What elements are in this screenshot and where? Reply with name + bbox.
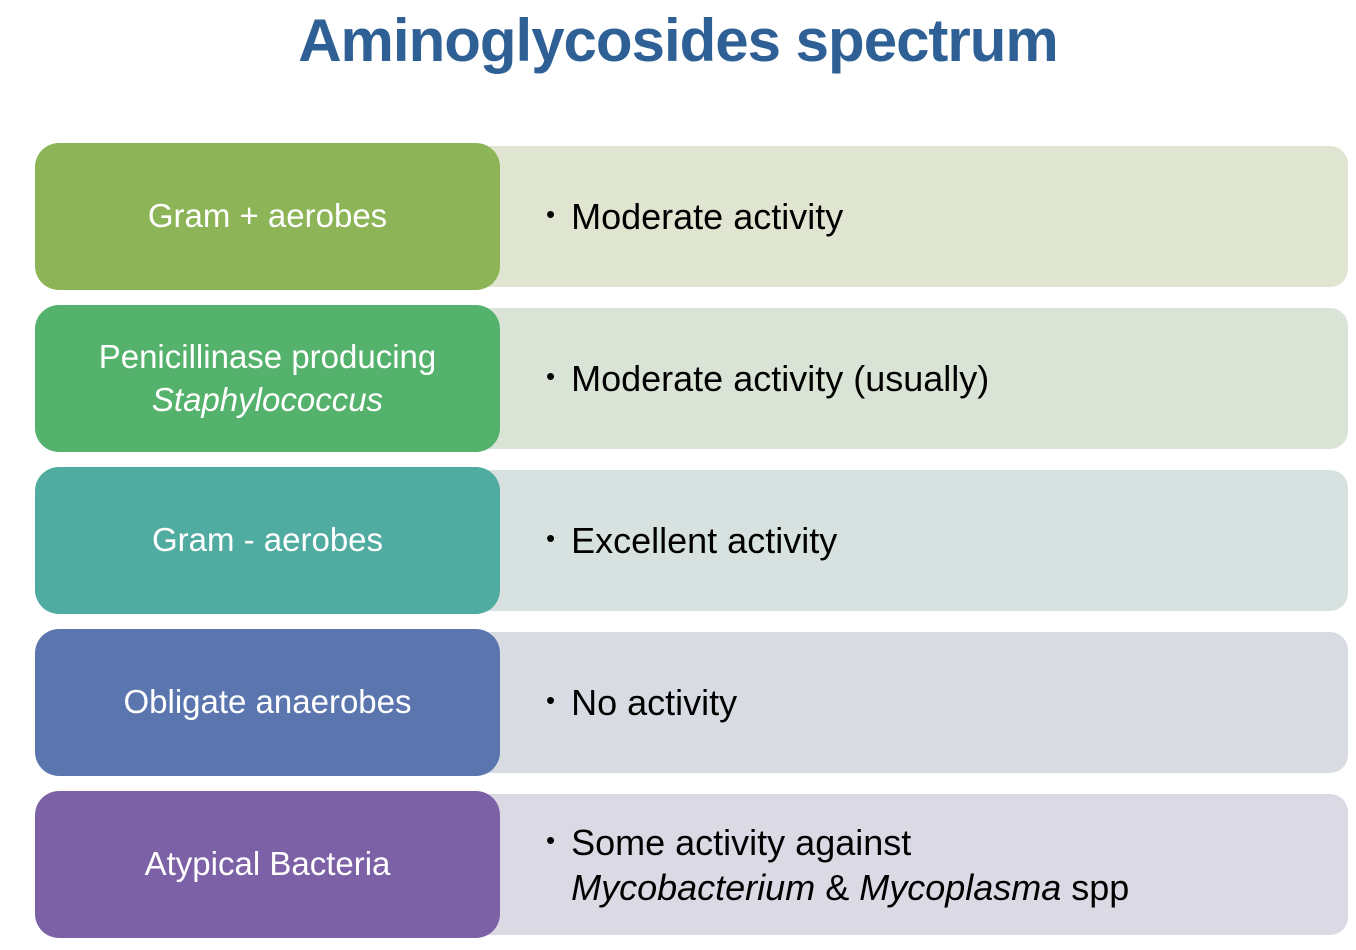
activity-bullet-line: • Excellent activity <box>546 518 837 563</box>
text-segment: & <box>815 866 860 908</box>
activity-box: • Some activity against Mycobacterium & M… <box>472 794 1348 935</box>
text-line: No activity <box>571 680 737 725</box>
category-box: Gram + aerobes <box>35 143 500 290</box>
bullet-icon: • <box>546 199 556 229</box>
activity-bullet-line: • Moderate activity (usually) <box>546 356 989 401</box>
text-segment: No activity <box>571 682 738 723</box>
activity-text: Moderate activity (usually) <box>571 356 989 401</box>
bullet-icon: • <box>546 523 556 553</box>
spectrum-row-atypical-bacteria: • Some activity against Mycobacterium & M… <box>0 791 1356 938</box>
text-segment: Mycoplasma <box>859 866 1062 908</box>
activity-text: Some activity against Mycobacterium & Myc… <box>571 820 1129 910</box>
category-label: Penicillinase producing Staphylococcus <box>99 336 437 422</box>
text-segment: Moderate activity (usually) <box>571 358 990 399</box>
activity-bullet-line: • Some activity against Mycobacterium & M… <box>546 820 1129 910</box>
activity-bullet-line: • Moderate activity <box>546 194 843 239</box>
slide-title: Aminoglycosides spectrum <box>298 7 1059 74</box>
text-segment: Atypical Bacteria <box>144 845 391 883</box>
text-line: Gram - aerobes <box>152 519 383 562</box>
text-line: Excellent activity <box>571 518 837 563</box>
category-box: Atypical Bacteria <box>35 791 500 938</box>
category-label: Gram - aerobes <box>152 519 383 562</box>
category-box: Penicillinase producing Staphylococcus <box>35 305 500 452</box>
text-line: Atypical Bacteria <box>145 843 391 886</box>
text-line: Some activity against <box>571 820 1129 865</box>
spectrum-row-gram-negative-aerobes: • Excellent activity Gram - aerobes <box>0 467 1356 614</box>
text-line: Obligate anaerobes <box>123 681 411 724</box>
text-line: Moderate activity <box>571 194 843 239</box>
text-segment: Mycobacterium <box>571 866 816 908</box>
activity-box: • Moderate activity (usually) <box>472 308 1348 449</box>
activity-box: • Excellent activity <box>472 470 1348 611</box>
category-label: Gram + aerobes <box>148 195 387 238</box>
category-box: Obligate anaerobes <box>35 629 500 776</box>
category-label: Atypical Bacteria <box>145 843 391 886</box>
text-segment: Excellent activity <box>571 520 838 561</box>
text-line: Penicillinase producing <box>99 336 437 379</box>
activity-box: • Moderate activity <box>472 146 1348 287</box>
text-segment: Some activity against <box>571 821 912 863</box>
text-segment: Gram - aerobes <box>151 521 384 559</box>
text-segment: Obligate anaerobes <box>123 683 412 721</box>
bullet-icon: • <box>546 685 556 715</box>
text-line: Gram + aerobes <box>148 195 387 238</box>
activity-text: No activity <box>571 680 737 725</box>
spectrum-row-gram-positive-aerobes: • Moderate activity Gram + aerobes <box>0 143 1356 290</box>
spectrum-rows: • Moderate activity Gram + aerobes • Mod… <box>0 143 1356 950</box>
category-box: Gram - aerobes <box>35 467 500 614</box>
bullet-icon: • <box>546 361 556 391</box>
text-line: Staphylococcus <box>99 379 437 422</box>
activity-bullet-line: • No activity <box>546 680 737 725</box>
activity-text: Moderate activity <box>571 194 843 239</box>
activity-text: Excellent activity <box>571 518 837 563</box>
category-label: Obligate anaerobes <box>123 681 411 724</box>
text-segment: Staphylococcus <box>151 380 384 418</box>
text-segment: Penicillinase producing <box>98 337 437 375</box>
spectrum-row-penicillinase-producing-staphylococcus: • Moderate activity (usually) Penicillin… <box>0 305 1356 452</box>
text-line: Moderate activity (usually) <box>571 356 989 401</box>
text-segment: Moderate activity <box>571 196 844 237</box>
activity-box: • No activity <box>472 632 1348 773</box>
text-segment: Gram + aerobes <box>147 197 388 235</box>
spectrum-row-obligate-anaerobes: • No activity Obligate anaerobes <box>0 629 1356 776</box>
text-segment: spp <box>1061 866 1130 908</box>
text-line: Mycobacterium & Mycoplasma spp <box>571 865 1129 910</box>
bullet-icon: • <box>546 824 556 855</box>
